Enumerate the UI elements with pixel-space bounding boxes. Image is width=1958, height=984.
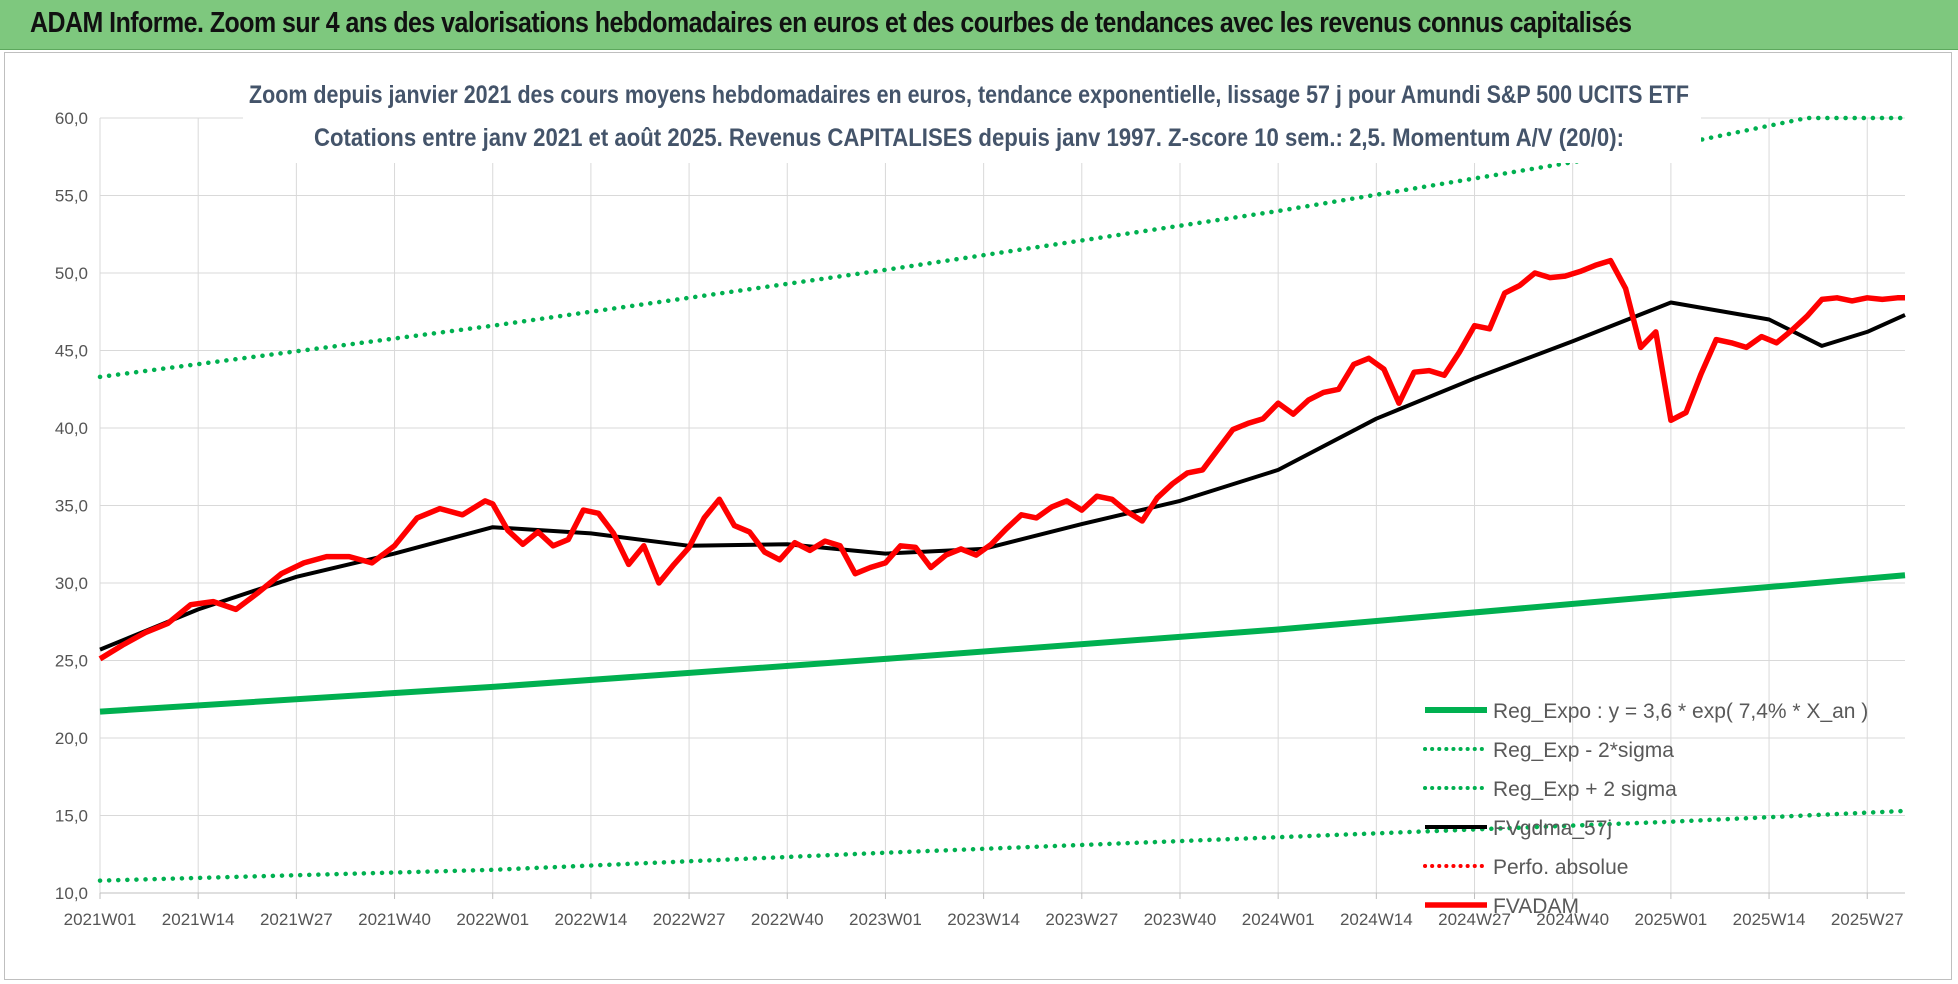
legend-label-perfo-absolue: Perfo. absolue — [1493, 856, 1628, 879]
chart-canvas: 10,0 15,0 20,0 25,0 30,0 35,0 40,0 45,0 50,0 55,0… — [55, 75, 1908, 929]
x-tick-label: 2023W14 — [947, 910, 1020, 929]
series-line-fvgdma-57j — [99, 300, 1906, 652]
y-tick-label: 20,0 — [55, 729, 88, 748]
series-line-reg-exp-plus-2sigma — [97, 115, 1908, 380]
series-layer — [97, 115, 1908, 883]
x-tick-label: 2022W01 — [456, 910, 529, 929]
legend-label-reg-expo: Reg_Expo : y = 3,6 * exp( 7,4% * X_an ) — [1493, 700, 1868, 723]
chart-title: Zoom depuis janvier 2021 des cours moyen… — [249, 81, 1689, 109]
y-tick-label: 10,0 — [55, 884, 88, 903]
subtitle-background — [243, 75, 1701, 163]
legend: Reg_Expo : y = 3,6 * exp( 7,4% * X_an ) R… — [1423, 700, 1868, 918]
chart-frame: 10,0 15,0 20,0 25,0 30,0 35,0 40,0 45,0 50,0 55,0… — [4, 52, 1952, 980]
y-tick-label: 60,0 — [55, 109, 88, 128]
x-tick-label: 2021W27 — [260, 910, 333, 929]
gridlines — [99, 117, 1905, 894]
y-axis: 10,0 15,0 20,0 25,0 30,0 35,0 40,0 45,0 50,0 55,0… — [55, 109, 88, 903]
x-tick-label: 2022W27 — [653, 910, 726, 929]
x-tick-label: 2025W01 — [1634, 910, 1707, 929]
x-tick-label: 2022W40 — [751, 910, 824, 929]
x-tick-label: 2025W27 — [1831, 910, 1904, 929]
y-tick-label: 55,0 — [55, 187, 88, 206]
x-tick-label: 2025W14 — [1733, 910, 1806, 929]
header-bar: ADAM Informe. Zoom sur 4 ans des valoris… — [0, 0, 1958, 50]
x-tick-label: 2021W01 — [64, 910, 137, 929]
x-tick-label: 2024W14 — [1340, 910, 1413, 929]
x-tick-label: 2022W14 — [555, 910, 628, 929]
y-tick-label: 30,0 — [55, 574, 88, 593]
y-tick-label: 50,0 — [55, 264, 88, 283]
x-tick-label: 2024W01 — [1242, 910, 1315, 929]
chart-subtitle: Cotations entre janv 2021 et août 2025. … — [314, 124, 1624, 152]
y-tick-label: 45,0 — [55, 342, 88, 361]
legend-label-reg-exp-plus-2sigma: Reg_Exp + 2 sigma — [1493, 778, 1677, 801]
y-tick-label: 40,0 — [55, 419, 88, 438]
x-tick-label: 2024W27 — [1438, 910, 1511, 929]
y-tick-label: 15,0 — [55, 807, 88, 826]
x-tick-label: 2023W27 — [1045, 910, 1118, 929]
x-tick-label: 2021W40 — [358, 910, 431, 929]
y-tick-label: 25,0 — [55, 652, 88, 671]
y-tick-label: 35,0 — [55, 497, 88, 516]
legend-label-reg-exp-minus-2sigma: Reg_Exp - 2*sigma — [1493, 739, 1674, 762]
x-tick-label: 2024W40 — [1536, 910, 1609, 929]
legend-label-fvgdma-57j: FVgdma_57j — [1493, 817, 1612, 840]
x-axis: 2021W01 2021W14 2021W27 2021W40 2022W01 2022W… — [64, 892, 1905, 929]
series-line-fvadam — [98, 257, 1905, 662]
series-line-reg-expo — [99, 572, 1906, 715]
header-title: ADAM Informe. Zoom sur 4 ans des valoris… — [30, 7, 1632, 39]
series-line-reg-exp-minus-2sigma — [97, 808, 1908, 883]
x-tick-label: 2023W01 — [849, 910, 922, 929]
x-tick-label: 2023W40 — [1144, 910, 1217, 929]
x-tick-label: 2021W14 — [162, 910, 235, 929]
legend-label-fvadam: FVADAM — [1493, 895, 1579, 918]
